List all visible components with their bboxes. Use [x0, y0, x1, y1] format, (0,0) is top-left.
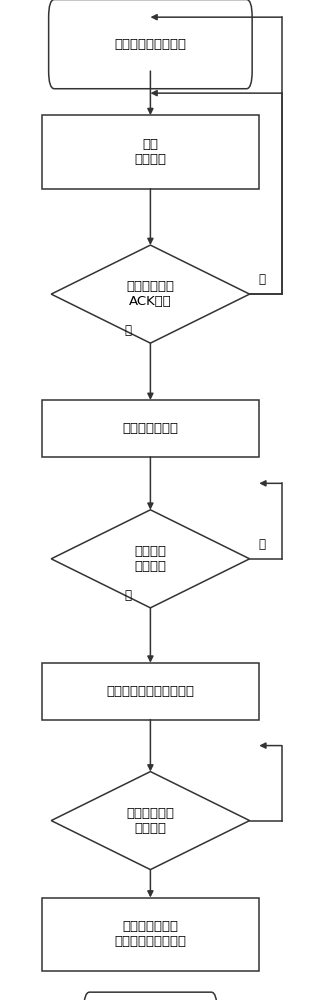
Bar [42, 115, 259, 189]
Polygon shape [51, 245, 250, 343]
Text: 主机是否收到
监测参数: 主机是否收到 监测参数 [126, 807, 174, 835]
Text: 配置从机寄存器: 配置从机寄存器 [122, 422, 179, 435]
Text: 配置
从机地址: 配置 从机地址 [134, 138, 166, 166]
Text: 读取从机测量的监测参数: 读取从机测量的监测参数 [106, 685, 194, 698]
Text: 否: 否 [259, 273, 266, 286]
Text: 终端节点上电初始化: 终端节点上电初始化 [114, 38, 186, 51]
FancyBboxPatch shape [84, 992, 217, 1000]
Text: 是: 是 [124, 589, 132, 602]
Text: 否: 否 [259, 538, 266, 551]
Bar [42, 898, 259, 971]
Text: 从机是否返回
ACK信号: 从机是否返回 ACK信号 [126, 280, 174, 308]
FancyBboxPatch shape [49, 0, 252, 89]
Text: 主机将监测参数
上传至无线通信模块: 主机将监测参数 上传至无线通信模块 [114, 920, 186, 948]
Polygon shape [51, 772, 250, 870]
Polygon shape [51, 510, 250, 608]
Text: 从机收到
配置信息: 从机收到 配置信息 [134, 545, 166, 573]
Text: 是: 是 [124, 324, 132, 337]
Bar [42, 663, 259, 720]
Bar [42, 400, 259, 457]
